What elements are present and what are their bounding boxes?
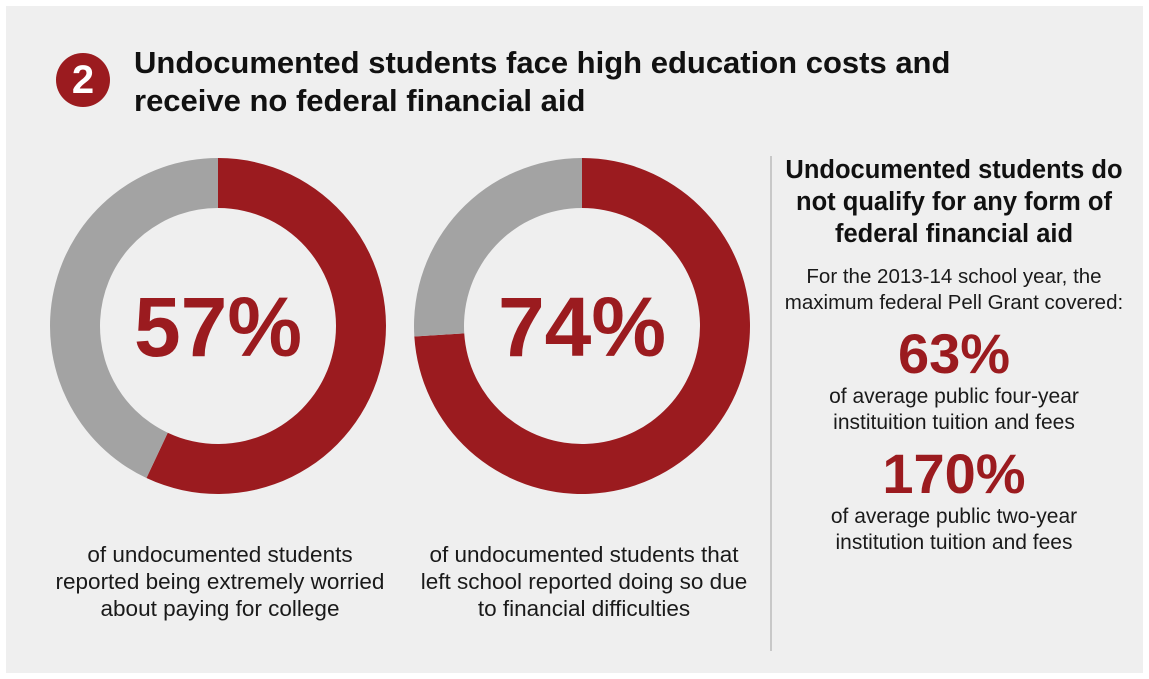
stat-label-four-year: of average public four-year instituition… xyxy=(829,385,1079,434)
section-number-badge: 2 xyxy=(56,53,110,107)
donut-chart-worried-paying: 57% xyxy=(48,156,388,496)
donut-chart-left-school: 74% xyxy=(412,156,752,496)
donut-slice-remainder xyxy=(49,158,218,479)
donut-value-label: 74% xyxy=(498,280,666,374)
donut-caption: of undocumented students reported being … xyxy=(55,542,385,621)
donut-slice-highlight xyxy=(146,158,386,494)
donut-svg: 57% xyxy=(49,158,386,494)
federal-aid-panel: Undocumented students do not qualify for… xyxy=(784,154,1124,556)
donut-value-label: 57% xyxy=(134,280,302,374)
panel-heading: Undocumented students do not qualify for… xyxy=(785,156,1123,248)
page-title: Undocumented students face high educatio… xyxy=(134,45,951,118)
column-divider xyxy=(770,156,772,651)
stat-value-two-year: 170% xyxy=(882,442,1026,505)
donut-slice-highlight xyxy=(414,158,750,494)
donut-svg: 74% xyxy=(414,158,750,494)
donut-caption: of undocumented students that left schoo… xyxy=(420,542,748,621)
stat-value-four-year: 63% xyxy=(897,322,1011,385)
donut-slice-remainder xyxy=(414,158,582,337)
stat-label-two-year: of average public two-year institution t… xyxy=(830,505,1078,554)
panel-intro: For the 2013-14 school year, the maximum… xyxy=(784,265,1124,314)
infographic: 2 Undocumented students face high educat… xyxy=(6,6,1143,673)
